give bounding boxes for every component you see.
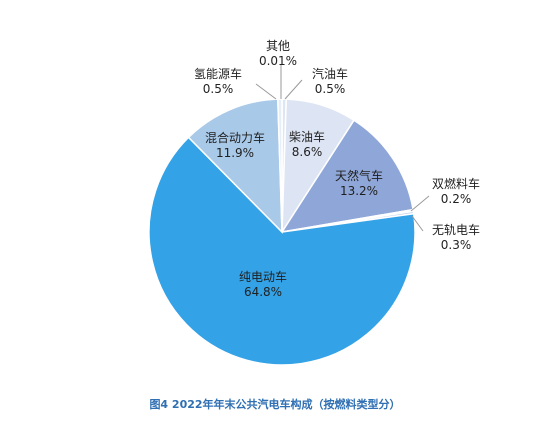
pie-slice-7 (187, 98, 283, 234)
slice-name-label-4: 双燃料车 (432, 176, 480, 191)
pie-slices (148, 98, 416, 366)
slice-name-label-8: 氢能源车 (194, 66, 242, 81)
slice-name-label-2: 柴油车 (289, 129, 325, 144)
leader-line-5 (411, 215, 424, 232)
slice-name-label-7: 混合动力车 (205, 130, 265, 145)
leader-line-1 (284, 79, 303, 100)
slice-value-label-1: 0.5% (315, 82, 346, 96)
slice-value-label-3: 13.2% (340, 184, 378, 198)
slice-value-label-4: 0.2% (441, 192, 472, 206)
slice-name-label-3: 天然气车 (335, 168, 383, 183)
pie-slice-8 (277, 98, 283, 233)
slice-name-label-5: 无轨电车 (432, 222, 480, 237)
slice-value-label-5: 0.3% (441, 238, 472, 252)
slice-value-label-7: 11.9% (216, 146, 254, 160)
slice-value-label-2: 8.6% (292, 145, 323, 159)
pie-slice-3 (280, 119, 414, 234)
leader-lines (255, 64, 430, 232)
leader-line-4 (410, 195, 430, 212)
slice-name-label-1: 汽油车 (312, 66, 348, 81)
slice-value-label-8: 0.5% (203, 82, 234, 96)
slice-name-label-6: 纯电动车 (239, 269, 287, 284)
slice-name-label-0: 其他 (266, 39, 290, 53)
slice-value-label-6: 64.8% (244, 285, 282, 299)
slice-value-label-0: 0.01% (259, 54, 297, 68)
pie-slice-6 (148, 136, 416, 366)
figure-caption: 图4 2022年年末公共汽电车构成（按燃料类型分） (149, 398, 401, 411)
leader-line-8 (255, 83, 277, 100)
